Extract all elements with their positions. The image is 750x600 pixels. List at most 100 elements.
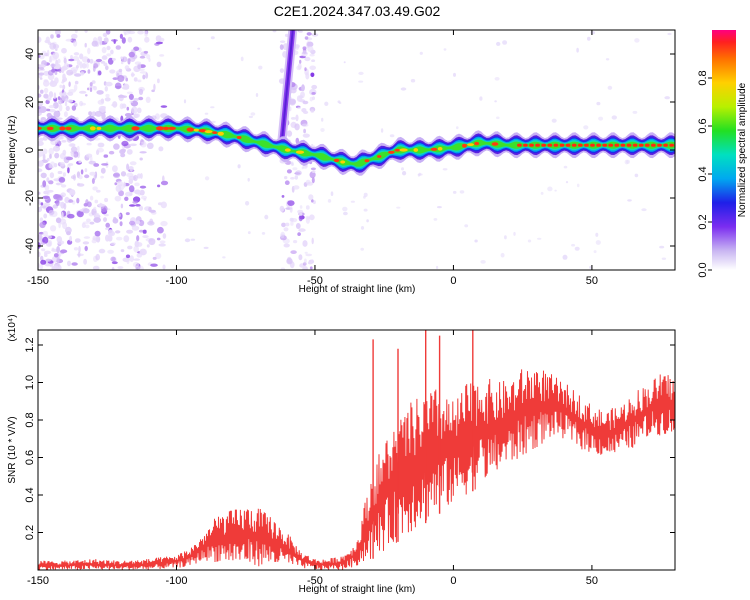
spectrogram-noise-blob [44,250,51,255]
spectrogram-noise-blob [125,254,131,259]
spectrogram-noise-blob [311,84,318,90]
spectrogram-noise-blob [302,240,308,247]
spectrogram-noise-blob [88,111,92,116]
spectrogram-noise-blob [73,247,79,251]
spectrogram-noise-blob [73,40,78,47]
spectrogram-noise-blob [308,194,314,201]
spectrogram-noise-blob [139,157,143,161]
spectrogram-noise-blob [311,143,314,147]
spectrogram-noise-blob [120,171,127,177]
spectrogram-noise-blob [627,199,632,202]
colorbar-tick-label: 0.8 [697,70,709,85]
spectrogram-noise-blob [138,219,145,227]
spectrogram-noise-blob [63,63,70,70]
spectrogram-noise-blob [45,99,50,105]
spectrogram-noise-blob [474,239,478,243]
spectrogram-noise-blob [38,54,41,58]
spectrogram-noise-blob [121,140,129,147]
spectrogram-noise-blob [44,184,50,191]
spectrogram-ridge-core [462,143,467,148]
spectrogram-noise-blob [57,240,65,245]
spectrogram-noise-blob [56,256,60,264]
spectrogram-noise-blob [103,217,107,223]
spectrogram-noise-blob [120,249,125,253]
spectrogram-noise-blob [58,99,63,105]
spectrogram-noise-blob [307,41,314,48]
spectrogram-noise-blob [527,239,532,243]
spectrogram-noise-blob [661,257,667,260]
spectrogram-noise-blob [80,169,84,175]
spectrogram-noise-blob [301,51,308,57]
spectrogram-noise-blob [247,231,251,235]
spectrogram-noise-blob [128,93,134,100]
spectrogram-panel: -150 -100 -50 0 50 -40 -20 0 20 40 Height of str… [7,29,676,295]
spectrogram-noise-blob [452,190,457,194]
spectrogram-noise-blob [82,241,90,245]
spectrogram-ridge-core [186,127,194,132]
spectrogram-noise-blob [40,259,47,265]
spectrogram-noise-blob [141,251,145,255]
spectrogram-y-axis-label: Frequency (Hz) [7,116,18,185]
spectrogram-noise-blob [396,206,401,209]
spectrogram-noise-blob [437,206,442,209]
spectrogram-noise-blob [62,77,68,82]
spectrogram-noise-blob [146,54,151,60]
spectrogram-noise-blob [42,230,48,237]
spectrogram-noise-blob [537,237,542,240]
spectrogram-noise-blob [46,177,50,183]
spectrogram-noise-blob [108,229,114,236]
spectrogram-ridge-core [131,126,140,131]
spectrogram-noise-blob [298,214,303,222]
spectrogram-noise-blob [576,183,580,188]
spectrogram-noise-blob [40,89,44,94]
spectrogram-noise-blob [53,92,57,100]
spectrogram-x-ticks: -150 -100 -50 0 50 [27,30,598,287]
spectrogram-noise-blob [120,61,124,65]
spectrogram-noise-blob [129,255,134,262]
spectrogram-ridge-core [663,143,668,147]
spectrogram-noise-blob [89,87,93,92]
spectrogram-noise-blob [53,110,61,118]
spectrogram-noise-blob [44,253,48,257]
spectrogram-noise-blob [303,110,309,114]
spectrogram-noise-blob [38,93,42,98]
spectrogram-noise-blob [85,62,89,69]
spectrogram-noise-blob [302,133,310,138]
spectrogram-noise-blob [107,249,114,254]
spectrogram-noise-blob [87,58,90,63]
spectrogram-noise-blob [77,251,81,258]
spectrogram-noise-blob [119,33,123,39]
spectrogram-noise-blob [87,87,90,91]
spectrogram-noise-blob [307,46,314,52]
spectrogram-noise-blob [70,55,73,59]
spectrogram-marks [38,30,675,270]
spectrogram-noise-blob [64,101,68,107]
spectrogram-noise-blob [496,116,500,120]
spectrogram-noise-blob [293,185,300,190]
spectrogram-noise-blob [342,206,348,212]
spectrogram-noise-blob [103,62,108,67]
spectrogram-noise-blob [93,63,99,69]
spectrogram-noise-blob [107,235,113,242]
spectrogram-noise-blob [114,82,122,90]
spectrogram-noise-blob [401,167,404,171]
spectrogram-noise-blob [562,254,568,260]
spectrogram-noise-blob [63,57,67,64]
spectrogram-noise-blob [67,99,74,103]
spectrogram-noise-blob [96,90,104,95]
spectrogram-noise-blob [56,34,61,38]
snr-x-tick-label: -50 [307,575,323,587]
spectrogram-noise-blob [117,213,121,218]
snr-y-ticks: 0.2 0.4 0.6 0.8 1.0 1.2 [24,337,675,540]
spectrogram-noise-blob [94,212,100,218]
spectrogram-noise-blob [55,30,61,36]
spectrogram-noise-blob [299,95,304,99]
spectrogram-noise-blob [92,265,100,270]
spectrogram-noise-blob [129,166,133,172]
spectrogram-noise-blob [76,59,81,66]
spectrogram-noise-blob [480,260,486,264]
spectrogram-ridge-core [388,150,395,154]
spectrogram-noise-blob [99,38,103,46]
snr-x-tick-label: 0 [450,575,456,587]
